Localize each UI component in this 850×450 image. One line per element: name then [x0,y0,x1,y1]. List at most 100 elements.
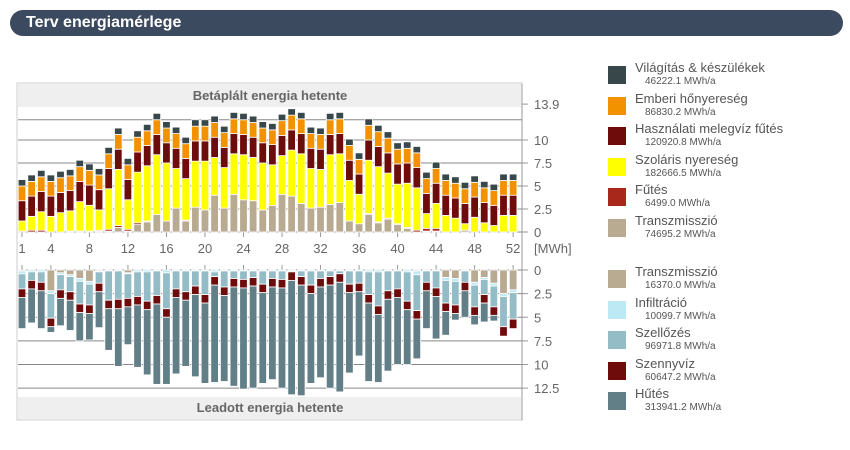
bar-in-vil-g-t-s-k-sz-l-kek-week-52 [508,173,518,181]
bar-in-haszn-lati-melegv-z-f-t-s-week-21 [210,136,219,158]
bar-in-szol-ris-nyeres-g-week-27 [268,164,277,206]
bar-out-szell-z-s-week-27 [268,270,277,279]
bar-in-transzmisszi--week-18 [181,220,190,233]
legend-label: Használati melegvíz fűtés [635,121,784,136]
bar-out-h-t-s-week-43 [422,290,431,329]
bar-in-haszn-lati-melegv-z-f-t-s-week-51 [499,194,508,216]
bar-out-infiltr-ci--week-7 [75,278,84,282]
bar-in-szol-ris-nyeres-g-week-49 [480,222,489,233]
bar-in-emberi-h-nyeres-g-week-45 [441,180,450,196]
bar-in-haszn-lati-melegv-z-f-t-s-week-7 [75,180,84,203]
bar-out-h-t-s-week-12 [123,306,133,346]
bar-in-transzmisszi--week-22 [220,207,229,233]
bar-out-h-t-s-week-28 [277,287,287,389]
top-chart-title: Betáplált energia hetente [193,88,348,103]
bar-out-szennyv-z-week-48 [470,306,479,316]
bar-in-vil-g-t-s-k-sz-l-kek-week-4 [46,174,56,182]
bar-in-vil-g-t-s-k-sz-l-kek-week-49 [480,180,489,189]
bar-out-szell-z-s-week-6 [65,276,75,293]
bar-in-transzmisszi--week-39 [383,218,393,233]
bar-in-haszn-lati-melegv-z-f-t-s-week-17 [171,147,181,169]
bar-in-transzmisszi--week-35 [345,220,354,233]
bar-in-szol-ris-nyeres-g-week-19 [191,160,200,208]
bar-out-h-t-s-week-33 [325,284,335,389]
legend-value: 313941.2 MWh/a [645,402,722,413]
bar-out-szennyv-z-week-22 [220,286,229,296]
legend-label: Szellőzés [635,325,691,340]
bar-in-vil-g-t-s-k-sz-l-kek-week-47 [460,181,470,190]
bar-out-h-t-s-week-23 [229,286,239,387]
bar-out-infiltr-ci--week-42 [412,270,422,276]
bottom-y-tick-label: 0 [534,263,541,278]
bar-out-infiltr-ci--week-4 [46,290,56,295]
bar-out-szennyv-z-week-12 [123,297,133,308]
bar-in-haszn-lati-melegv-z-f-t-s-week-20 [200,140,210,162]
bar-in-transzmisszi--week-15 [152,214,162,233]
legend-label: Hűtés [635,386,669,401]
bar-out-szell-z-s-week-5 [56,274,65,291]
bar-out-h-t-s-week-27 [268,286,277,381]
bar-out-szell-z-s-week-48 [470,284,479,308]
bar-in-haszn-lati-melegv-z-f-t-s-week-3 [37,191,46,213]
bar-out-szell-z-s-week-42 [412,274,422,312]
bar-out-szell-z-s-week-4 [46,293,56,319]
bar-in-emberi-h-nyeres-g-week-51 [499,180,508,196]
bar-in-transzmisszi--week-33 [325,203,335,233]
legend-value: 182666.5 MWh/a [645,167,722,179]
bar-in-transzmisszi--week-28 [277,193,287,233]
bar-out-h-t-s-week-20 [200,302,210,384]
bar-out-h-t-s-week-16 [162,316,171,385]
bar-in-vil-g-t-s-k-sz-l-kek-week-22 [220,125,229,134]
bar-in-emberi-h-nyeres-g-week-43 [422,178,431,194]
bar-in-transzmisszi--week-40 [393,224,402,233]
legend-value: 86830.2 MWh/a [645,106,716,118]
bar-in-vil-g-t-s-k-sz-l-kek-week-32 [316,127,325,135]
legend-value: 6499.0 MWh/a [645,198,711,209]
bar-out-szennyv-z-week-33 [325,276,335,286]
bar-in-emberi-h-nyeres-g-week-8 [85,169,94,186]
bar-out-infiltr-ci--week-52 [508,289,518,294]
bar-out-szell-z-s-week-1 [17,273,27,290]
bar-in-emberi-h-nyeres-g-week-13 [133,136,142,153]
bar-in-haszn-lati-melegv-z-f-t-s-week-24 [239,134,248,156]
bar-in-transzmisszi--week-34 [335,202,344,233]
bar-in-haszn-lati-melegv-z-f-t-s-week-15 [152,134,162,156]
bar-out-transzmisszi--week-49 [480,269,489,278]
bar-in-haszn-lati-melegv-z-f-t-s-week-50 [489,204,499,226]
bar-in-vil-g-t-s-k-sz-l-kek-week-28 [277,113,287,122]
bar-in-szol-ris-nyeres-g-week-50 [489,225,499,233]
bar-in-vil-g-t-s-k-sz-l-kek-week-39 [383,131,393,139]
bar-out-szennyv-z-week-10 [104,299,113,310]
bar-in-haszn-lati-melegv-z-f-t-s-week-31 [306,147,316,169]
bar-out-h-t-s-week-7 [75,312,84,342]
bar-in-haszn-lati-melegv-z-f-t-s-week-46 [451,197,460,219]
bar-out-transzmisszi--week-12 [123,269,133,274]
bar-out-h-t-s-week-26 [258,292,267,384]
bar-in-szol-ris-nyeres-g-week-17 [171,168,181,209]
legend-value: 16370.0 MWh/a [645,280,716,291]
bar-out-szennyv-z-week-16 [162,308,171,318]
bar-out-szennyv-z-week-46 [451,304,460,314]
legend-value: 60647.2 MWh/a [645,371,716,383]
bar-out-h-t-s-week-15 [152,303,162,385]
bar-in-szol-ris-nyeres-g-week-11 [114,169,123,226]
x-tick-label: 12 [121,241,135,256]
bar-in-haszn-lati-melegv-z-f-t-s-week-26 [258,142,267,164]
bar-out-szennyv-z-week-50 [489,306,499,316]
bar-in-haszn-lati-melegv-z-f-t-s-week-18 [181,157,190,180]
bar-in-haszn-lati-melegv-z-f-t-s-week-47 [460,203,470,225]
bar-in-transzmisszi--week-25 [248,200,258,233]
legend-label: Szennyvíz [635,355,695,371]
bar-out-h-t-s-week-32 [316,286,325,379]
bar-in-haszn-lati-melegv-z-f-t-s-week-14 [142,145,152,167]
bar-in-vil-g-t-s-k-sz-l-kek-week-15 [152,112,162,121]
top-y-tick-label: 7.5 [534,156,552,171]
bar-in-szol-ris-nyeres-g-week-42 [412,187,422,231]
bar-out-szennyv-z-week-1 [17,288,27,298]
bar-in-szol-ris-nyeres-g-week-5 [56,212,65,233]
bar-in-transzmisszi--week-29 [287,195,296,233]
bar-in-vil-g-t-s-k-sz-l-kek-week-41 [402,141,412,149]
bar-in-szol-ris-nyeres-g-week-41 [402,182,412,228]
bar-out-szell-z-s-week-22 [220,270,229,288]
bar-in-vil-g-t-s-k-sz-l-kek-week-24 [239,112,248,121]
